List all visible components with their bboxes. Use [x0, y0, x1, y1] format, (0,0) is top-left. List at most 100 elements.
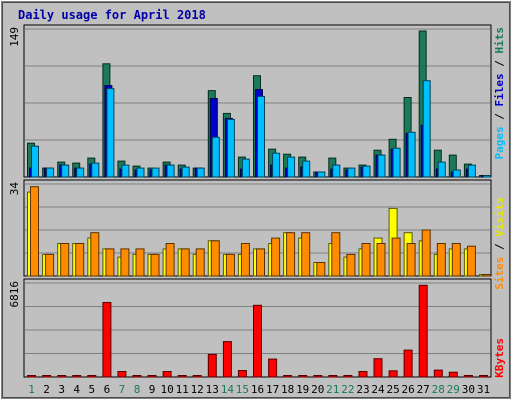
day-label-9: 9	[149, 383, 156, 396]
legend-visits: Visits	[493, 197, 506, 237]
visits-bar-sites-day-29	[451, 243, 461, 277]
day-label-18: 18	[281, 383, 294, 396]
day-label-2: 2	[43, 383, 50, 396]
visits-bar-sites-day-8	[135, 248, 145, 277]
kbytes-bar-kbytes-day-11	[177, 375, 187, 378]
kbytes-bar-kbytes-day-9	[147, 375, 157, 378]
visits-bar-sites-day-9	[150, 253, 160, 277]
legend-pages: Pages	[493, 126, 506, 159]
day-label-13: 13	[206, 383, 219, 396]
hits-panel: 149	[8, 24, 492, 178]
kbytes-bar-kbytes-day-24	[373, 358, 383, 378]
kbytes-bar-kbytes-day-26	[403, 349, 413, 378]
hits-bar-files-day-14	[226, 118, 235, 178]
day-label-24: 24	[371, 383, 385, 396]
hits-bars	[27, 30, 491, 178]
kbytes-ymax-label: 6816	[8, 281, 21, 308]
hits-bar-files-day-27	[422, 80, 431, 178]
visits-bar-sites-day-26	[406, 243, 416, 277]
visits-bar-sites-day-18	[286, 232, 296, 277]
hits-bar-files-day-21	[332, 164, 341, 178]
visits-bar-sites-day-27	[421, 229, 431, 277]
day-label-16: 16	[251, 383, 264, 396]
hits-bar-files-day-25	[392, 147, 401, 178]
hits-bar-files-day-9	[151, 167, 160, 178]
hits-bar-files-day-15	[241, 158, 250, 178]
visits-bar-sites-day-28	[436, 243, 446, 277]
hits-bar-files-day-3	[61, 164, 70, 178]
hits-bar-files-day-18	[287, 156, 296, 178]
visits-panel: 34	[8, 179, 492, 277]
hits-bar-files-day-30	[467, 164, 476, 178]
day-label-17: 17	[266, 383, 279, 396]
visits-bar-sites-day-5	[90, 232, 100, 277]
day-label-26: 26	[401, 383, 414, 396]
day-label-21: 21	[326, 383, 339, 396]
hits-bar-files-day-11	[181, 166, 190, 178]
visits-bar-sites-day-25	[391, 237, 401, 277]
day-label-27: 27	[417, 383, 430, 396]
hits-bar-files-day-20	[317, 171, 326, 178]
visits-bar-sites-day-17	[271, 237, 281, 277]
hits-bar-files-day-28	[437, 161, 446, 178]
day-label-19: 19	[296, 383, 309, 396]
day-label-31: 31	[477, 383, 490, 396]
day-label-25: 25	[386, 383, 399, 396]
chart-title: Daily usage for April 2018	[18, 8, 206, 22]
kbytes-bar-kbytes-day-7	[117, 371, 127, 378]
kbytes-bar-kbytes-day-29	[448, 371, 458, 378]
visits-bar-sites-day-13	[210, 240, 220, 277]
visits-bar-sites-day-2	[45, 253, 55, 277]
hits-bar-files-day-12	[196, 167, 205, 178]
hits-bar-files-day-4	[76, 167, 85, 178]
legend-sep-3: /	[493, 237, 506, 257]
visits-ymax-label: 34	[8, 182, 21, 196]
kbytes-bar-kbytes-day-5	[87, 375, 97, 378]
kbytes-bar-kbytes-day-14	[222, 341, 232, 378]
hits-bar-files-day-6	[106, 88, 115, 178]
day-label-23: 23	[356, 383, 369, 396]
hits-bar-files-day-13	[211, 136, 220, 178]
kbytes-bar-kbytes-day-2	[42, 375, 52, 378]
kbytes-bar-kbytes-day-21	[328, 375, 338, 378]
visits-bars	[27, 186, 491, 277]
day-label-15: 15	[236, 383, 249, 396]
hits-bar-files-day-2	[46, 167, 55, 178]
visits-bar-sites-day-7	[120, 248, 130, 277]
day-label-20: 20	[311, 383, 324, 396]
day-label-3: 3	[58, 383, 65, 396]
kbytes-bar-kbytes-day-23	[358, 371, 368, 378]
legend-hits: Hits	[493, 27, 506, 54]
kbytes-bar-kbytes-day-8	[132, 375, 142, 378]
kbytes-bar-kbytes-day-4	[72, 375, 82, 378]
visits-bar-sites-day-6	[105, 248, 115, 277]
day-label-8: 8	[134, 383, 141, 396]
hits-ymax-label: 149	[8, 27, 21, 47]
kbytes-bar-kbytes-day-16	[253, 304, 262, 378]
kbytes-bar-kbytes-day-13	[207, 353, 217, 378]
visits-bar-sites-day-21	[331, 232, 341, 277]
day-label-1: 1	[28, 383, 35, 396]
kbytes-bar-kbytes-day-30	[463, 375, 473, 378]
day-label-7: 7	[119, 383, 126, 396]
visits-bar-sites-day-4	[75, 243, 85, 277]
legend-sep-1: /	[493, 107, 506, 127]
day-label-28: 28	[432, 383, 445, 396]
legend-sep-2: /	[493, 54, 506, 74]
day-label-30: 30	[462, 383, 475, 396]
kbytes-bar-kbytes-day-12	[192, 375, 202, 378]
kbytes-bar-kbytes-day-22	[343, 375, 353, 378]
kbytes-bar-kbytes-day-6	[102, 302, 112, 378]
day-label-12: 12	[191, 383, 204, 396]
visits-bar-sites-day-3	[60, 243, 70, 277]
legend-kbytes: KBytes	[493, 338, 506, 378]
hits-bar-files-day-8	[136, 167, 145, 178]
visits-bar-sites-day-23	[361, 243, 371, 277]
legend-files: Files	[493, 73, 506, 106]
kbytes-bar-kbytes-day-15	[237, 370, 247, 378]
hits-bar-files-day-17	[272, 152, 281, 178]
hits-bar-files-day-5	[91, 162, 100, 178]
hits-bar-files-day-23	[362, 165, 371, 178]
